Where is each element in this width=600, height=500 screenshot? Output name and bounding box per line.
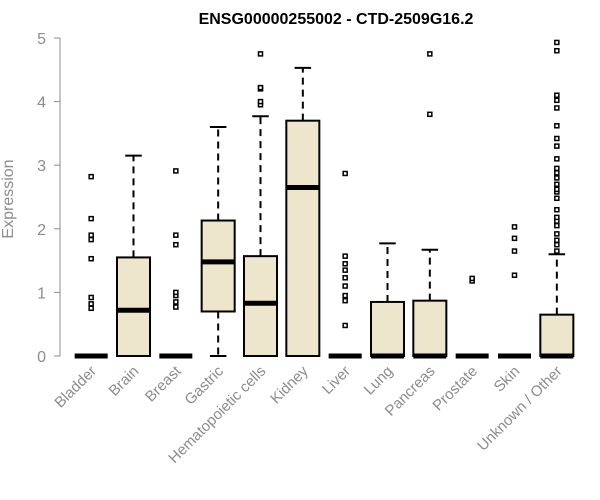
iqr-box: [200, 219, 236, 313]
outlier-point: [554, 92, 560, 98]
outlier-point: [342, 322, 348, 329]
outlier-point: [554, 214, 560, 221]
x-tick-label: Brain: [106, 363, 143, 400]
x-tick-label: Kidney: [267, 362, 312, 407]
iqr-box: [412, 299, 448, 357]
outlier-point: [342, 170, 348, 177]
box-brain: [115, 154, 152, 358]
box-hematopoietic-cells: [242, 51, 279, 358]
outlier-point: [88, 294, 94, 301]
outlier-point: [554, 186, 560, 193]
outlier-point: [427, 111, 433, 118]
outlier-point: [554, 170, 560, 176]
outlier-point: [554, 241, 560, 248]
outlier-point: [88, 305, 94, 312]
outlier-point: [554, 123, 560, 129]
outlier-point: [342, 297, 348, 304]
x-tick-label: Skin: [491, 363, 524, 396]
box-unknown-other: [539, 39, 575, 359]
box-gastric: [200, 126, 236, 357]
iqr-box: [539, 313, 575, 358]
iqr-box: [285, 119, 321, 358]
box-kidney: [285, 66, 321, 358]
outlier-point: [554, 143, 560, 149]
outlier-point: [342, 253, 348, 259]
outlier-point: [511, 235, 518, 242]
outlier-point: [554, 135, 560, 142]
outlier-point: [554, 206, 560, 213]
outlier-point: [554, 181, 560, 188]
boxes-layer: [74, 39, 575, 359]
outlier-point: [554, 97, 560, 104]
y-tick-label: 2: [37, 222, 46, 239]
outlier-point: [173, 289, 179, 296]
outlier-point: [257, 98, 264, 105]
outlier-point: [511, 272, 518, 278]
y-axis-label: Expression: [0, 159, 17, 238]
box-prostate: [455, 275, 489, 359]
outlier-point: [173, 304, 179, 310]
outlier-point: [554, 248, 560, 254]
x-tick-label: Lung: [361, 363, 397, 399]
y-axis: 0 1 2 3 4 5: [37, 31, 61, 366]
y-tick-label: 4: [37, 95, 46, 112]
box-liver: [328, 170, 362, 359]
outlier-point: [554, 105, 560, 111]
box-breast: [159, 168, 193, 359]
outlier-point: [554, 237, 560, 243]
iqr-box: [369, 300, 406, 358]
x-tick-label: Prostate: [429, 363, 481, 415]
outlier-point: [554, 39, 560, 46]
outlier-point: [257, 84, 264, 91]
outlier-point: [88, 232, 94, 238]
outlier-point: [511, 224, 518, 230]
x-tick-label: Bladder: [51, 363, 100, 412]
outlier-point: [257, 51, 264, 57]
iqr-box: [115, 256, 152, 358]
outlier-point: [342, 261, 348, 267]
box-pancreas: [412, 51, 448, 359]
box-lung: [369, 242, 406, 359]
outlier-point: [88, 215, 94, 222]
outlier-point: [511, 248, 518, 254]
x-tick-label: Liver: [319, 363, 354, 398]
outlier-point: [554, 47, 560, 54]
outlier-point: [88, 173, 94, 180]
outlier-point: [554, 165, 560, 172]
outlier-point: [342, 283, 348, 289]
outlier-point: [173, 299, 179, 305]
outlier-point: [88, 236, 94, 243]
outlier-point: [342, 292, 348, 299]
y-tick-label: 1: [37, 285, 46, 302]
outlier-point: [554, 231, 560, 237]
iqr-box: [242, 255, 279, 358]
outlier-point: [469, 275, 475, 282]
y-tick-label: 3: [37, 158, 46, 175]
outlier-point: [173, 168, 179, 174]
outlier-point: [554, 195, 560, 202]
outlier-point: [554, 222, 560, 229]
chart-title: ENSG00000255002 - CTD-2509G16.2: [199, 11, 474, 28]
outlier-point: [554, 175, 560, 181]
outlier-point: [342, 275, 348, 281]
outlier-point: [88, 255, 94, 262]
box-bladder: [74, 173, 108, 359]
y-tick-label: 0: [37, 349, 46, 366]
outlier-point: [427, 51, 433, 57]
outlier-point: [554, 156, 560, 162]
outlier-point: [173, 232, 179, 238]
x-tick-label: Breast: [142, 362, 185, 405]
outlier-point: [342, 267, 348, 273]
box-skin: [497, 224, 532, 359]
outlier-point: [88, 301, 94, 307]
outlier-point: [173, 241, 179, 248]
y-tick-label: 5: [37, 31, 46, 48]
